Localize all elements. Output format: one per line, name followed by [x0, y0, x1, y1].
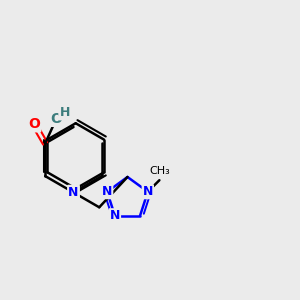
- Text: N: N: [110, 209, 120, 222]
- Text: N: N: [68, 186, 79, 199]
- Text: N: N: [142, 185, 153, 198]
- Text: H: H: [60, 106, 70, 119]
- Text: N: N: [102, 185, 112, 198]
- Text: CH₃: CH₃: [149, 166, 170, 176]
- Text: O: O: [28, 117, 40, 131]
- Text: O: O: [50, 112, 62, 126]
